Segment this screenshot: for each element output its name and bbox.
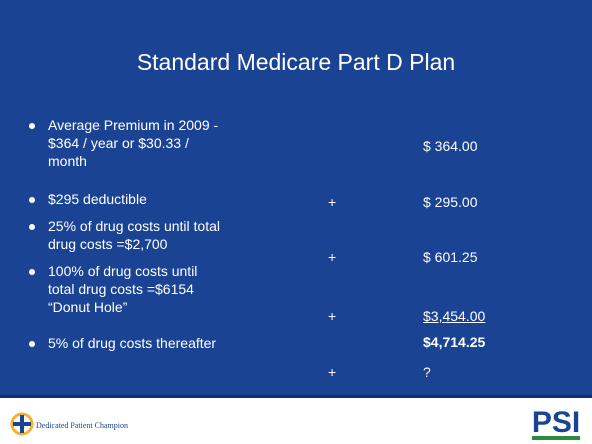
background: [0, 0, 592, 398]
slide-title: Standard Medicare Part D Plan: [136, 49, 456, 75]
amount: $ 364.00: [423, 138, 478, 154]
footer-tagline: Dedicated Patient Champion: [10, 412, 128, 436]
bullet-line: $364 / year or $30.33 /: [48, 135, 189, 151]
bullet-line: 25% of drug costs until total: [48, 218, 220, 234]
bullet-line: “Donut Hole”: [48, 299, 128, 315]
bullet-line: 100% of drug costs until: [48, 263, 198, 279]
amount: $ 295.00: [423, 194, 478, 210]
amount: $3,454.00: [423, 308, 486, 324]
bullet-dot: [29, 123, 35, 129]
bullet-line: Average Premium in 2009 -: [48, 117, 219, 133]
logo-bar: [532, 436, 580, 440]
logo-cross: [20, 415, 24, 433]
footer-logo: PSI: [532, 406, 580, 440]
total: $4,714.25: [423, 334, 486, 350]
bullet-line: total drug costs =$6154: [48, 281, 194, 297]
sign: +: [328, 194, 337, 210]
bullet-dot: [29, 341, 35, 347]
logo-text: PSI: [532, 406, 580, 439]
sign: +: [328, 308, 337, 324]
bullet-line: drug costs =$2,700: [48, 236, 168, 252]
logo-ring: [10, 412, 34, 436]
bullet-dot: [29, 224, 35, 230]
bullet-line: 5% of drug costs thereafter: [48, 335, 217, 351]
amount: $ 601.25: [423, 249, 478, 265]
bullet-dot: [29, 197, 35, 203]
bullet-dot: [29, 269, 35, 275]
sign: +: [328, 249, 337, 265]
bullet-line: $295 deductible: [48, 191, 147, 207]
sign: +: [328, 364, 337, 380]
amount: ?: [423, 364, 431, 380]
tagline: Dedicated Patient Champion: [36, 421, 128, 430]
bullet-line: month: [48, 153, 87, 169]
